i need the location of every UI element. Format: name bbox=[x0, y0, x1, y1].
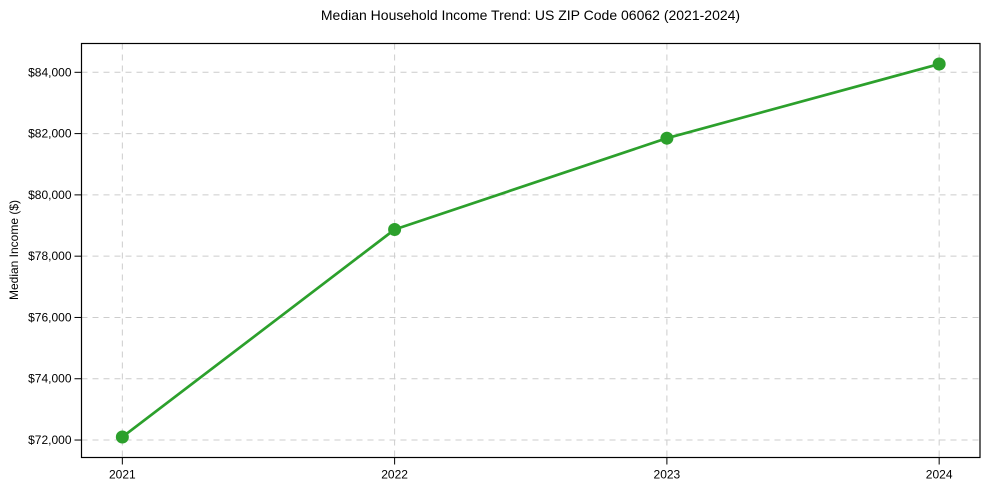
x-tick-label: 2024 bbox=[926, 468, 953, 482]
chart-title: Median Household Income Trend: US ZIP Co… bbox=[320, 7, 741, 23]
y-tick-label: $80,000 bbox=[28, 188, 72, 202]
y-tick-label: $78,000 bbox=[28, 249, 72, 263]
x-tick-label: 2023 bbox=[654, 468, 681, 482]
x-tick-label: 2022 bbox=[381, 468, 408, 482]
data-point-2021 bbox=[115, 430, 129, 444]
data-point-2022 bbox=[388, 223, 402, 237]
data-point-2024 bbox=[932, 57, 946, 71]
y-tick-label: $84,000 bbox=[28, 65, 72, 79]
y-tick-label: $74,000 bbox=[28, 372, 72, 386]
y-tick-label: $82,000 bbox=[28, 127, 72, 141]
y-tick-label: $72,000 bbox=[28, 433, 72, 447]
x-tick-label: 2021 bbox=[109, 468, 136, 482]
data-point-2023 bbox=[660, 131, 674, 145]
y-tick-label: $76,000 bbox=[28, 310, 72, 324]
plot-frame bbox=[80, 42, 981, 459]
income-trend-line bbox=[120, 62, 941, 439]
